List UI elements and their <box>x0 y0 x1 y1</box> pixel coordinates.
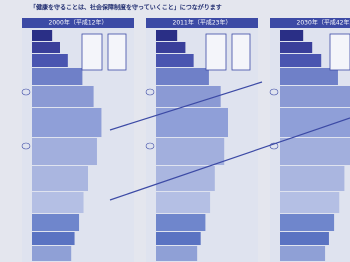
population-band <box>156 192 210 213</box>
population-band <box>280 214 334 231</box>
panel-label: 2011年（平成23年） <box>173 19 232 27</box>
page: 「健康を守ることは、社会保障制度を守っていくこと」につながります 2000年（平… <box>0 0 350 262</box>
population-band <box>280 138 350 165</box>
info-box <box>108 34 126 70</box>
population-band <box>32 214 79 231</box>
population-band <box>32 68 82 85</box>
population-band <box>156 30 177 41</box>
population-band <box>280 42 312 53</box>
population-band <box>156 214 205 231</box>
population-band <box>32 138 97 165</box>
population-band <box>32 108 101 137</box>
population-band <box>156 138 224 165</box>
info-box <box>206 34 226 70</box>
population-band <box>32 42 60 53</box>
population-band <box>32 246 71 261</box>
population-band <box>280 108 350 137</box>
population-band <box>280 86 350 107</box>
population-band <box>32 232 75 245</box>
population-band <box>156 232 201 245</box>
panel-label: 2030年（平成42年） <box>297 19 350 27</box>
info-box <box>330 34 350 70</box>
population-band <box>280 54 321 67</box>
population-band <box>280 68 338 85</box>
page-title: 「健康を守ることは、社会保障制度を守っていくこと」につながります <box>30 4 222 12</box>
population-band <box>32 192 84 213</box>
population-band <box>280 246 325 261</box>
population-band <box>156 54 194 67</box>
panel-label: 2000年（平成12年） <box>49 19 108 27</box>
population-band <box>156 246 197 261</box>
population-band <box>156 68 209 85</box>
population-band <box>280 166 344 191</box>
population-band <box>32 86 94 107</box>
population-band <box>280 30 303 41</box>
population-band <box>32 166 88 191</box>
population-band <box>32 30 52 41</box>
population-band <box>32 54 68 67</box>
info-box <box>82 34 102 70</box>
population-band <box>280 192 339 213</box>
population-band <box>156 166 215 191</box>
population-band <box>156 42 185 53</box>
info-box <box>232 34 250 70</box>
population-band <box>156 86 221 107</box>
population-band <box>280 232 329 245</box>
document-photo: 「健康を守ることは、社会保障制度を守っていくこと」につながります 2000年（平… <box>0 0 350 262</box>
